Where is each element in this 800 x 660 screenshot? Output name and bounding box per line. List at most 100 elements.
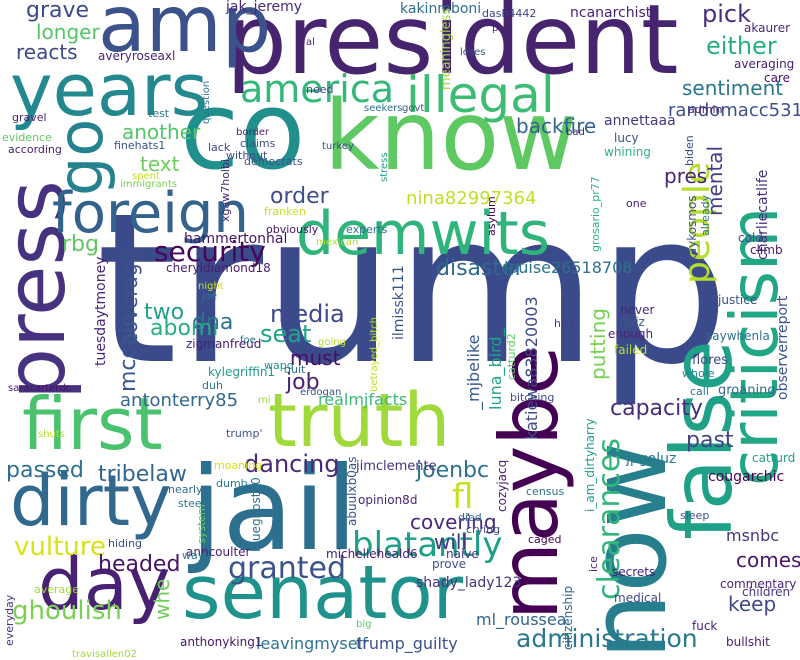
word-sleep: sleep xyxy=(680,509,710,522)
word-obviously: obviously xyxy=(266,223,319,236)
word-akaurer: akaurer xyxy=(744,21,791,35)
word-anncoulter: anncoulter xyxy=(186,545,251,559)
word-america: america xyxy=(240,67,395,111)
word-ncanarchist: ncanarchist xyxy=(570,5,652,21)
word-immigrants: immigrants xyxy=(120,179,178,190)
word-will: will xyxy=(434,530,468,554)
word-steep: steep xyxy=(178,497,209,510)
word-pick: pick xyxy=(702,0,751,28)
word-call: call xyxy=(690,385,709,398)
word-kakinmboni: kakinmboni xyxy=(400,1,482,17)
word-groaning: groaning xyxy=(718,383,776,398)
word-one: one xyxy=(626,197,647,210)
word-averaging: averaging xyxy=(734,57,795,71)
word-must: must xyxy=(290,346,341,370)
word-big: big xyxy=(356,619,372,630)
word-ice: ice xyxy=(587,556,600,572)
word-longer: longer xyxy=(36,20,100,44)
word-media: media xyxy=(270,300,345,328)
word-lack: lack xyxy=(208,141,231,154)
word-headed: headed xyxy=(98,552,181,577)
word-govt: govt xyxy=(402,103,425,114)
word-capacity: capacity xyxy=(610,396,703,421)
word-jimclemente: jimclemente xyxy=(356,459,437,474)
word-children: children xyxy=(742,585,791,599)
word-co: co xyxy=(180,69,306,194)
word-evidence: evidence xyxy=(2,131,52,144)
word-medical: medical xyxy=(614,591,662,605)
word-know: know xyxy=(324,80,578,192)
word-catturd: catturd xyxy=(752,451,796,465)
word-failed: failed xyxy=(614,343,648,357)
word-whining: whining xyxy=(604,145,651,159)
word-duh: duh xyxy=(202,379,223,392)
word-way: way xyxy=(182,549,205,562)
word-grosario_pr77: grosario_pr77 xyxy=(589,176,602,252)
word-trump: trump xyxy=(96,169,730,411)
word-tribelaw: tribelaw xyxy=(98,462,187,487)
word-fl: fl xyxy=(452,477,474,517)
word-cozyjacq: cozyjacq xyxy=(495,459,509,512)
word-opinion8d: opinion8d xyxy=(358,493,418,507)
word-cheryldiamond18: cheryldiamond18 xyxy=(166,261,271,275)
word-bitching: bitching xyxy=(510,391,555,404)
word-admin: admin xyxy=(688,103,723,116)
word-everyday: everyday xyxy=(3,594,16,646)
word-keep: keep xyxy=(728,592,777,616)
word-reacts: reacts xyxy=(16,40,78,64)
word-ghoulish: ghoulish xyxy=(12,596,122,626)
word-bad: bad xyxy=(566,127,585,138)
word-joenbc: joenbc xyxy=(416,458,490,483)
word-whole: whole xyxy=(682,367,715,380)
word-luna_bird_: luna_bird_ xyxy=(486,328,505,410)
word-quiz: quiz xyxy=(620,315,645,329)
word-first: first xyxy=(22,382,163,466)
word-going: going xyxy=(318,337,346,348)
word-realmjfacts: realmjfacts xyxy=(318,390,408,409)
word-hammertonhal: hammertonhal xyxy=(184,231,288,247)
word-years: years xyxy=(10,48,209,132)
word-system: system xyxy=(195,504,208,544)
word-test: test xyxy=(148,107,170,120)
word-quit: quit xyxy=(284,363,306,376)
word-kylegriffin1: kylegriffin1 xyxy=(208,365,276,379)
word-rbg: rbg xyxy=(62,232,99,257)
word-lucy: lucy xyxy=(614,131,639,145)
word-tuesdaytmoney: tuesdaytmoney xyxy=(93,256,109,366)
word-average: average xyxy=(34,583,80,596)
word-climb: climb xyxy=(750,243,783,257)
word-cougarchic: cougarchic xyxy=(708,469,785,485)
word-amp: amp xyxy=(98,0,272,70)
word-past: past xyxy=(686,428,734,453)
word-foreign: foreign xyxy=(52,181,249,246)
word-claims: claims xyxy=(240,137,276,150)
word-need: need xyxy=(306,83,334,96)
word-disaster: disaster xyxy=(436,256,524,281)
word-franken: franken xyxy=(264,205,306,218)
word-meaningless: meaningless xyxy=(439,7,454,90)
word-averyroseaxl: averyroseaxl xyxy=(98,49,176,63)
word-two: two xyxy=(144,300,185,325)
word-care: care xyxy=(764,71,791,85)
word-joe: joe xyxy=(202,291,218,302)
word-annettaaa: annettaaa xyxy=(604,113,676,129)
word-security: security xyxy=(154,235,266,268)
word-either: either xyxy=(706,32,777,60)
word-stress: stress xyxy=(379,152,390,182)
word-jak_jeremy: jak_jeremy xyxy=(226,0,303,15)
word-loses: loses xyxy=(460,47,486,58)
word-census: census xyxy=(526,485,565,498)
word-antonterry85: antonterry85 xyxy=(120,390,239,411)
word-job: job xyxy=(286,370,320,395)
word-day: day xyxy=(38,542,171,626)
word-another: another xyxy=(122,120,201,144)
word-biden: biden xyxy=(683,135,696,166)
word-betrayed_bitch: betrayed_bitch xyxy=(369,317,380,392)
word-died: died xyxy=(458,511,482,524)
word-dna: dna xyxy=(192,310,234,335)
word-michelleheald6: michelleheald6 xyxy=(326,547,418,561)
word-moaning: moaning xyxy=(214,459,263,472)
word-seat: seat xyxy=(260,320,312,348)
word-truth: truth xyxy=(268,378,451,464)
word-already: already xyxy=(699,194,712,236)
